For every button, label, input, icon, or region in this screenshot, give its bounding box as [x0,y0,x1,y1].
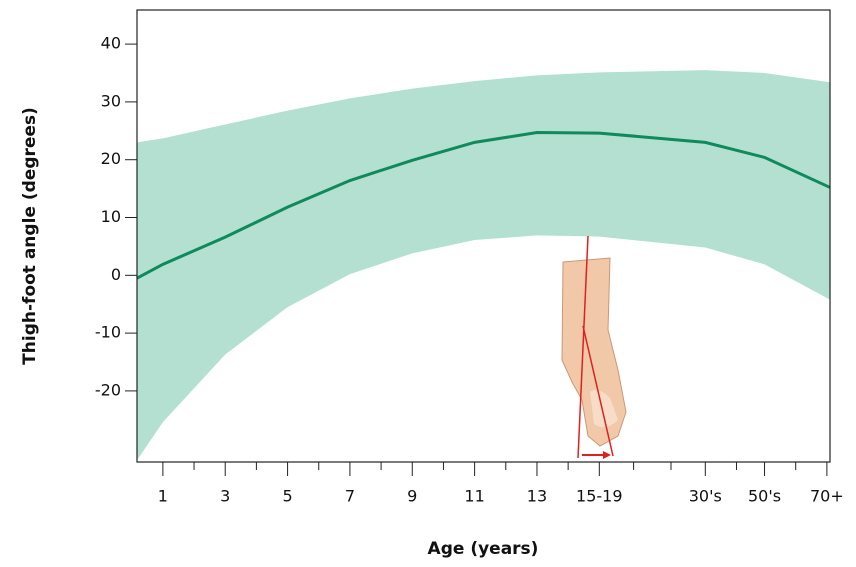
y-tick-label: 30 [101,91,121,110]
x-tick-label: 3 [220,487,230,506]
y-tick-label: 0 [111,265,121,284]
arrow-head [603,451,611,459]
x-axis-label: Age (years) [428,539,539,559]
range-band [137,70,830,460]
x-tick-label: 70+ [810,487,844,506]
page: Age (years) Thigh-foot angle (degrees) -… [0,0,856,567]
y-tick-label: -20 [95,380,121,399]
x-tick-label: 1 [158,487,168,506]
y-tick-label: 20 [101,149,121,168]
x-tick-label: 50's [748,487,781,506]
x-tick-label: 9 [407,487,417,506]
x-tick-label: 5 [282,487,292,506]
x-tick-label: 13 [527,487,547,506]
foot-illustration [562,236,626,459]
y-tick-label: 10 [101,207,121,226]
chart: Age (years) Thigh-foot angle (degrees) -… [0,0,856,567]
x-tick-label: 11 [464,487,484,506]
x-tick-label: 7 [345,487,355,506]
plot-area [137,70,830,460]
y-tick-label: 40 [101,34,121,53]
y-tick-label: -10 [95,323,121,342]
x-tick-label: 15-19 [576,487,623,506]
x-tick-label: 30's [689,487,722,506]
y-axis-label: Thigh-foot angle (degrees) [20,107,40,365]
